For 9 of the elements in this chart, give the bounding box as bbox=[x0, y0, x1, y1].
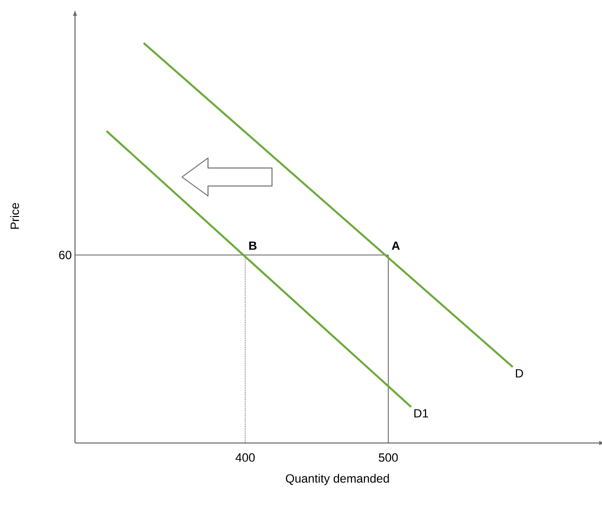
text: 60 bbox=[59, 250, 72, 260]
x-tick-label: 400 bbox=[236, 453, 255, 462]
annotation: B bbox=[249, 242, 257, 250]
y-axis-title: Price bbox=[10, 203, 20, 229]
x-tick-label: 500 bbox=[378, 453, 398, 462]
annotation: A bbox=[392, 242, 400, 250]
x-axis-title: Quantity demanded bbox=[286, 474, 389, 486]
series-label: D1 bbox=[414, 409, 428, 418]
series-label: D bbox=[516, 369, 524, 378]
